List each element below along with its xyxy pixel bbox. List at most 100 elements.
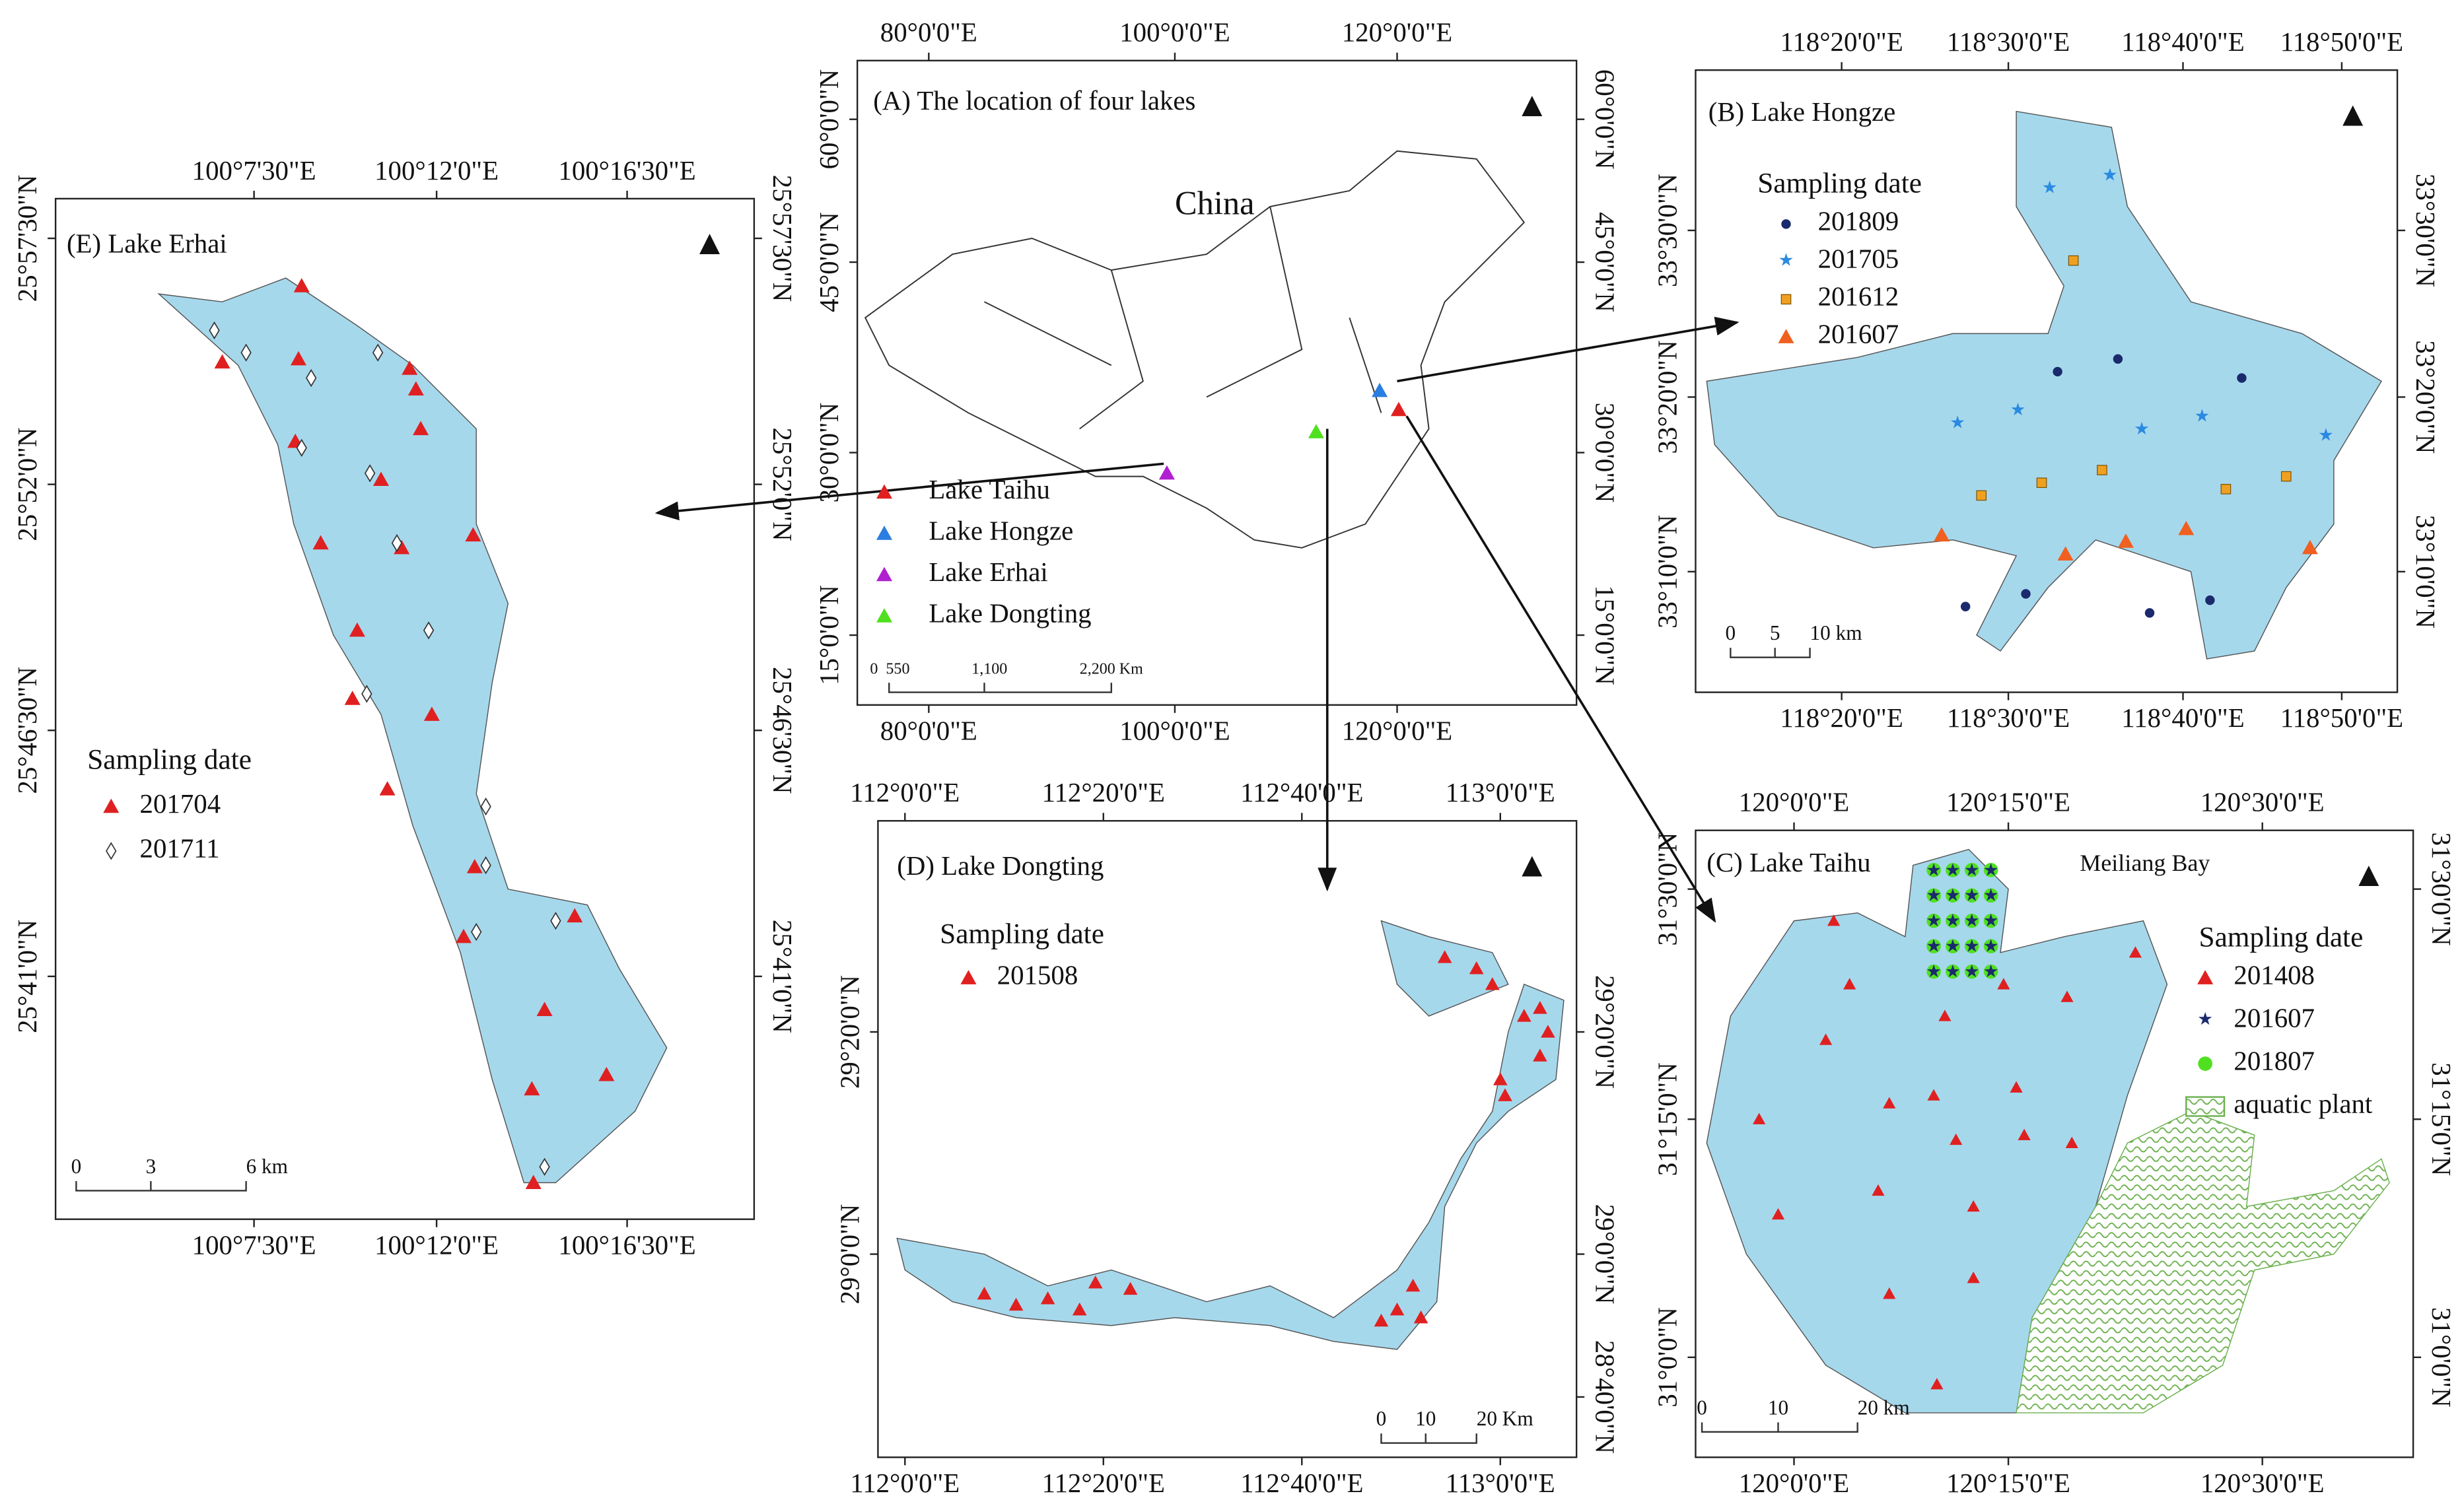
- sample-point: [1930, 1378, 1944, 1390]
- sample-point: [876, 526, 893, 540]
- sample-point: ★: [1964, 910, 1980, 930]
- sample-point: ★: [1964, 961, 1980, 981]
- sample-point: [1072, 1302, 1087, 1316]
- left-coordinate-label: 31°0'0"N: [1652, 1307, 1682, 1408]
- sample-point: [1983, 939, 1998, 954]
- north-arrow: ▲: [1515, 846, 1549, 885]
- top-coordinate-label: 118°40'0"E: [2121, 27, 2244, 57]
- sample-point: [1372, 382, 1388, 397]
- left-coordinate-label: 25°52'0"N: [13, 428, 42, 541]
- sample-point: [977, 1286, 992, 1300]
- right-coordinate-label: 60°0'0"N: [1590, 69, 1619, 170]
- bottom-coordinate-label: 120°0'0"E: [1342, 716, 1453, 745]
- bottom-coordinate-label: 112°20'0"E: [1042, 1468, 1165, 1498]
- sample-point: [413, 421, 429, 436]
- legend-swatch: [2185, 1096, 2226, 1117]
- sample-point: ★: [1945, 910, 1961, 930]
- scale-label: 20 km: [1858, 1396, 1910, 1419]
- top-coordinate-label: 120°30'0"E: [2200, 788, 2325, 817]
- top-coordinate-label: 100°12'0"E: [374, 156, 499, 186]
- sample-point: [480, 856, 491, 875]
- scale-bar: [1701, 1422, 1858, 1433]
- scale-label: 10 km: [1810, 621, 1862, 644]
- sample-point: [2220, 484, 2232, 495]
- left-coordinate-label: 60°0'0"N: [814, 69, 844, 170]
- sample-point: [1946, 964, 1960, 979]
- right-coordinate-label: 25°52'0"N: [767, 428, 797, 541]
- left-coordinate-label: 29°20'0"N: [835, 975, 864, 1089]
- sample-point: [1926, 913, 1941, 928]
- sample-point: [1533, 1048, 1547, 1062]
- sample-point: [2302, 539, 2318, 555]
- sample-point: [2068, 255, 2079, 266]
- sample-point: [379, 781, 396, 796]
- scale-label: 2,200 Km: [1080, 660, 1143, 677]
- sample-point: [1964, 939, 1979, 954]
- legend-label: 201612: [1818, 282, 1899, 312]
- left-coordinate-label: 33°30'0"N: [1652, 174, 1682, 287]
- sample-point: [1308, 424, 1324, 438]
- scale-label: 0: [71, 1155, 82, 1178]
- sample-point: [2057, 546, 2074, 561]
- country-label: China: [1175, 185, 1255, 222]
- sample-point: [1926, 964, 1941, 979]
- right-coordinate-label: 28°40'0"N: [1590, 1340, 1619, 1454]
- sample-point: [2097, 465, 2107, 475]
- north-arrow: ▲: [2336, 95, 2370, 133]
- sample-point: [2237, 373, 2247, 383]
- lake-hongze: [1706, 110, 2382, 660]
- sample-point: [2036, 477, 2047, 489]
- bottom-coordinate-label: 118°40'0"E: [2121, 703, 2244, 733]
- sample-point: [1934, 527, 1950, 542]
- sample-point: [1778, 329, 1794, 343]
- panel-title: (A) The location of four lakes: [873, 86, 1195, 116]
- bottom-coordinate-label: 112°40'0"E: [1240, 1468, 1363, 1498]
- sample-point: [1008, 1297, 1024, 1311]
- sample-point: ★: [1926, 860, 1942, 879]
- sample-point: [1983, 862, 1998, 877]
- legend-label: aquatic plant: [2234, 1089, 2373, 1118]
- sample-point: [525, 1175, 542, 1190]
- sample-point: ★: [1778, 250, 1794, 269]
- sample-point: [1517, 1009, 1531, 1022]
- scale-label: 20 Km: [1477, 1407, 1533, 1430]
- bottom-coordinate-label: 100°16'30"E: [558, 1230, 695, 1260]
- right-coordinate-label: 25°41'0"N: [767, 920, 797, 1033]
- sample-point: [2205, 595, 2215, 605]
- sample-point: [1485, 977, 1500, 990]
- right-coordinate-label: 45°0'0"N: [1590, 212, 1619, 312]
- sample-point: [1976, 490, 1987, 501]
- sample-point: [1771, 1208, 1785, 1220]
- panel-frames: [54, 59, 2414, 1458]
- sample-point: [567, 908, 583, 923]
- legend-title: Sampling date: [87, 743, 252, 775]
- sample-point: [2280, 471, 2292, 482]
- sample-point: [876, 484, 893, 499]
- scale-label: 0: [870, 660, 878, 677]
- sample-point: [1158, 465, 1175, 480]
- bottom-coordinate-label: 80°0'0"E: [880, 716, 977, 745]
- sample-point: [2018, 1128, 2031, 1140]
- sample-point: [372, 471, 389, 487]
- top-coordinate-label: 112°0'0"E: [850, 778, 960, 807]
- sample-point: [598, 1066, 615, 1081]
- lake-shapes: [157, 110, 2390, 1414]
- legend-label: Lake Dongting: [929, 599, 1091, 629]
- sample-point: [106, 842, 117, 860]
- legend-label: 201711: [140, 833, 220, 863]
- sample-point: [290, 351, 306, 366]
- right-coordinate-label: 15°0'0"N: [1590, 585, 1619, 685]
- right-coordinate-label: 31°15'0"N: [2426, 1062, 2456, 1176]
- sample-point: ★: [1983, 910, 1999, 930]
- sample-point: [539, 1157, 550, 1177]
- sample-point: [103, 798, 120, 813]
- right-coordinate-label: 29°20'0"N: [1590, 975, 1619, 1089]
- left-coordinate-label: 29°0'0"N: [835, 1204, 864, 1305]
- sample-point: [214, 354, 230, 369]
- sample-point: [1405, 1278, 1421, 1292]
- top-coordinate-label: 113°0'0"E: [1446, 778, 1555, 807]
- top-coordinate-label: 120°0'0"E: [1739, 788, 1850, 817]
- sample-point: ★: [2318, 425, 2334, 445]
- legend-label: 201705: [1818, 244, 1899, 274]
- sample-point: ★: [1983, 885, 1999, 905]
